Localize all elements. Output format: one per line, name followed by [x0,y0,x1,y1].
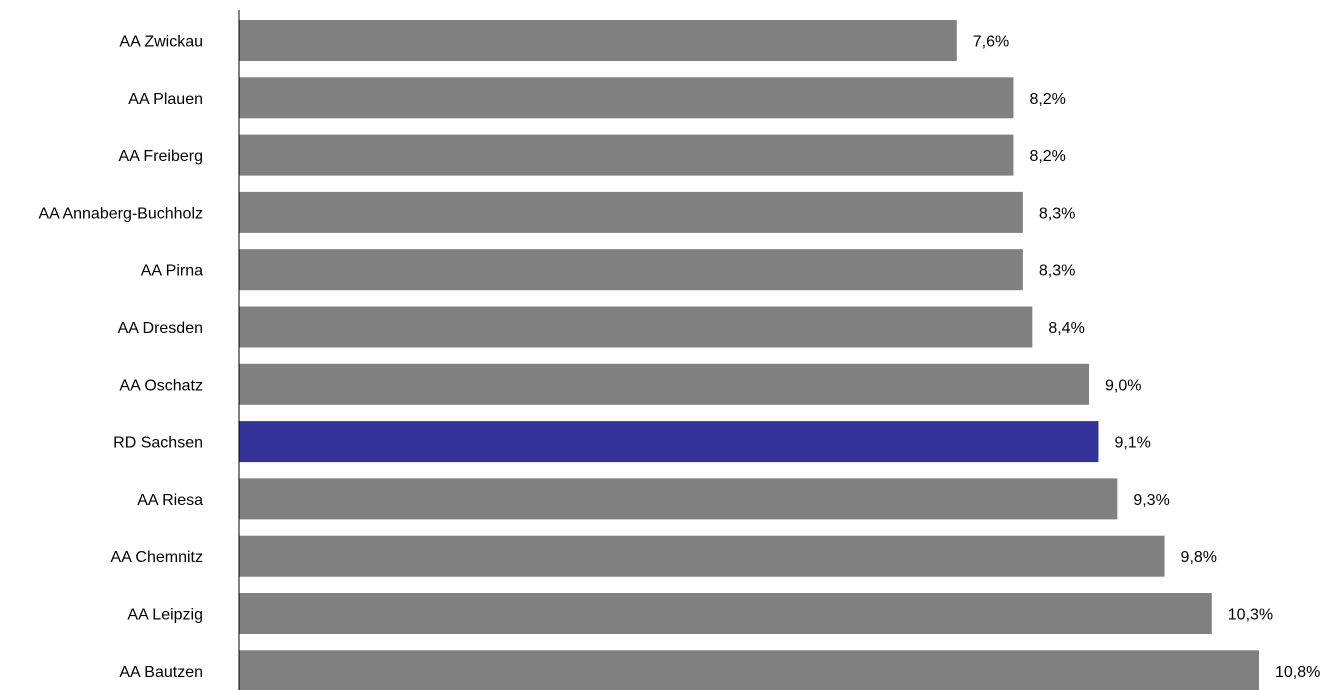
category-label: AA Riesa [137,492,203,509]
value-label: 10,3% [1228,607,1273,624]
bar-8 [239,478,1118,520]
category-label: AA Pirna [141,263,203,280]
bar-3 [239,191,1023,233]
category-label: AA Dresden [118,320,203,337]
bar-1 [239,77,1014,119]
bar-10 [239,593,1212,634]
category-labels-group: AA Zwickau AA Plauen AA Freiberg AA Annaber… [38,34,203,681]
value-label: 9,8% [1181,549,1217,566]
value-label: 8,4% [1048,320,1084,337]
bar-11 [239,650,1259,690]
bar-5 [239,306,1033,348]
value-label: 9,1% [1114,435,1150,452]
bar-2 [239,134,1014,176]
bar-7 [239,421,1099,463]
category-label: AA Leipzig [127,607,203,624]
value-label: 7,6% [973,34,1009,51]
category-label: RD Sachsen [113,435,203,452]
value-label: 8,2% [1029,91,1065,108]
bar-9 [239,535,1165,577]
category-label: AA Chemnitz [111,549,203,566]
value-label: 8,3% [1039,263,1075,280]
value-label: 9,0% [1105,377,1141,394]
bar-4 [239,249,1023,291]
category-label: AA Plauen [128,91,203,108]
value-label: 9,3% [1133,492,1169,509]
category-label: AA Zwickau [119,34,203,51]
bar-6 [239,363,1089,405]
bar-0 [239,20,957,61]
value-labels-group: 7,6% 8,2% 8,2% 8,3% 8,3% 8,4% 9,0% 9,1% 9,3% 9,8%… [973,34,1321,681]
value-label: 8,3% [1039,205,1075,222]
category-label: AA Annaberg-Buchholz [38,205,203,222]
category-label: AA Freiberg [119,148,203,165]
category-label: AA Bautzen [119,664,203,681]
value-label: 8,2% [1029,148,1065,165]
bars-group [239,20,1259,690]
value-label: 10,8% [1275,664,1320,681]
category-label: AA Oschatz [119,377,203,394]
